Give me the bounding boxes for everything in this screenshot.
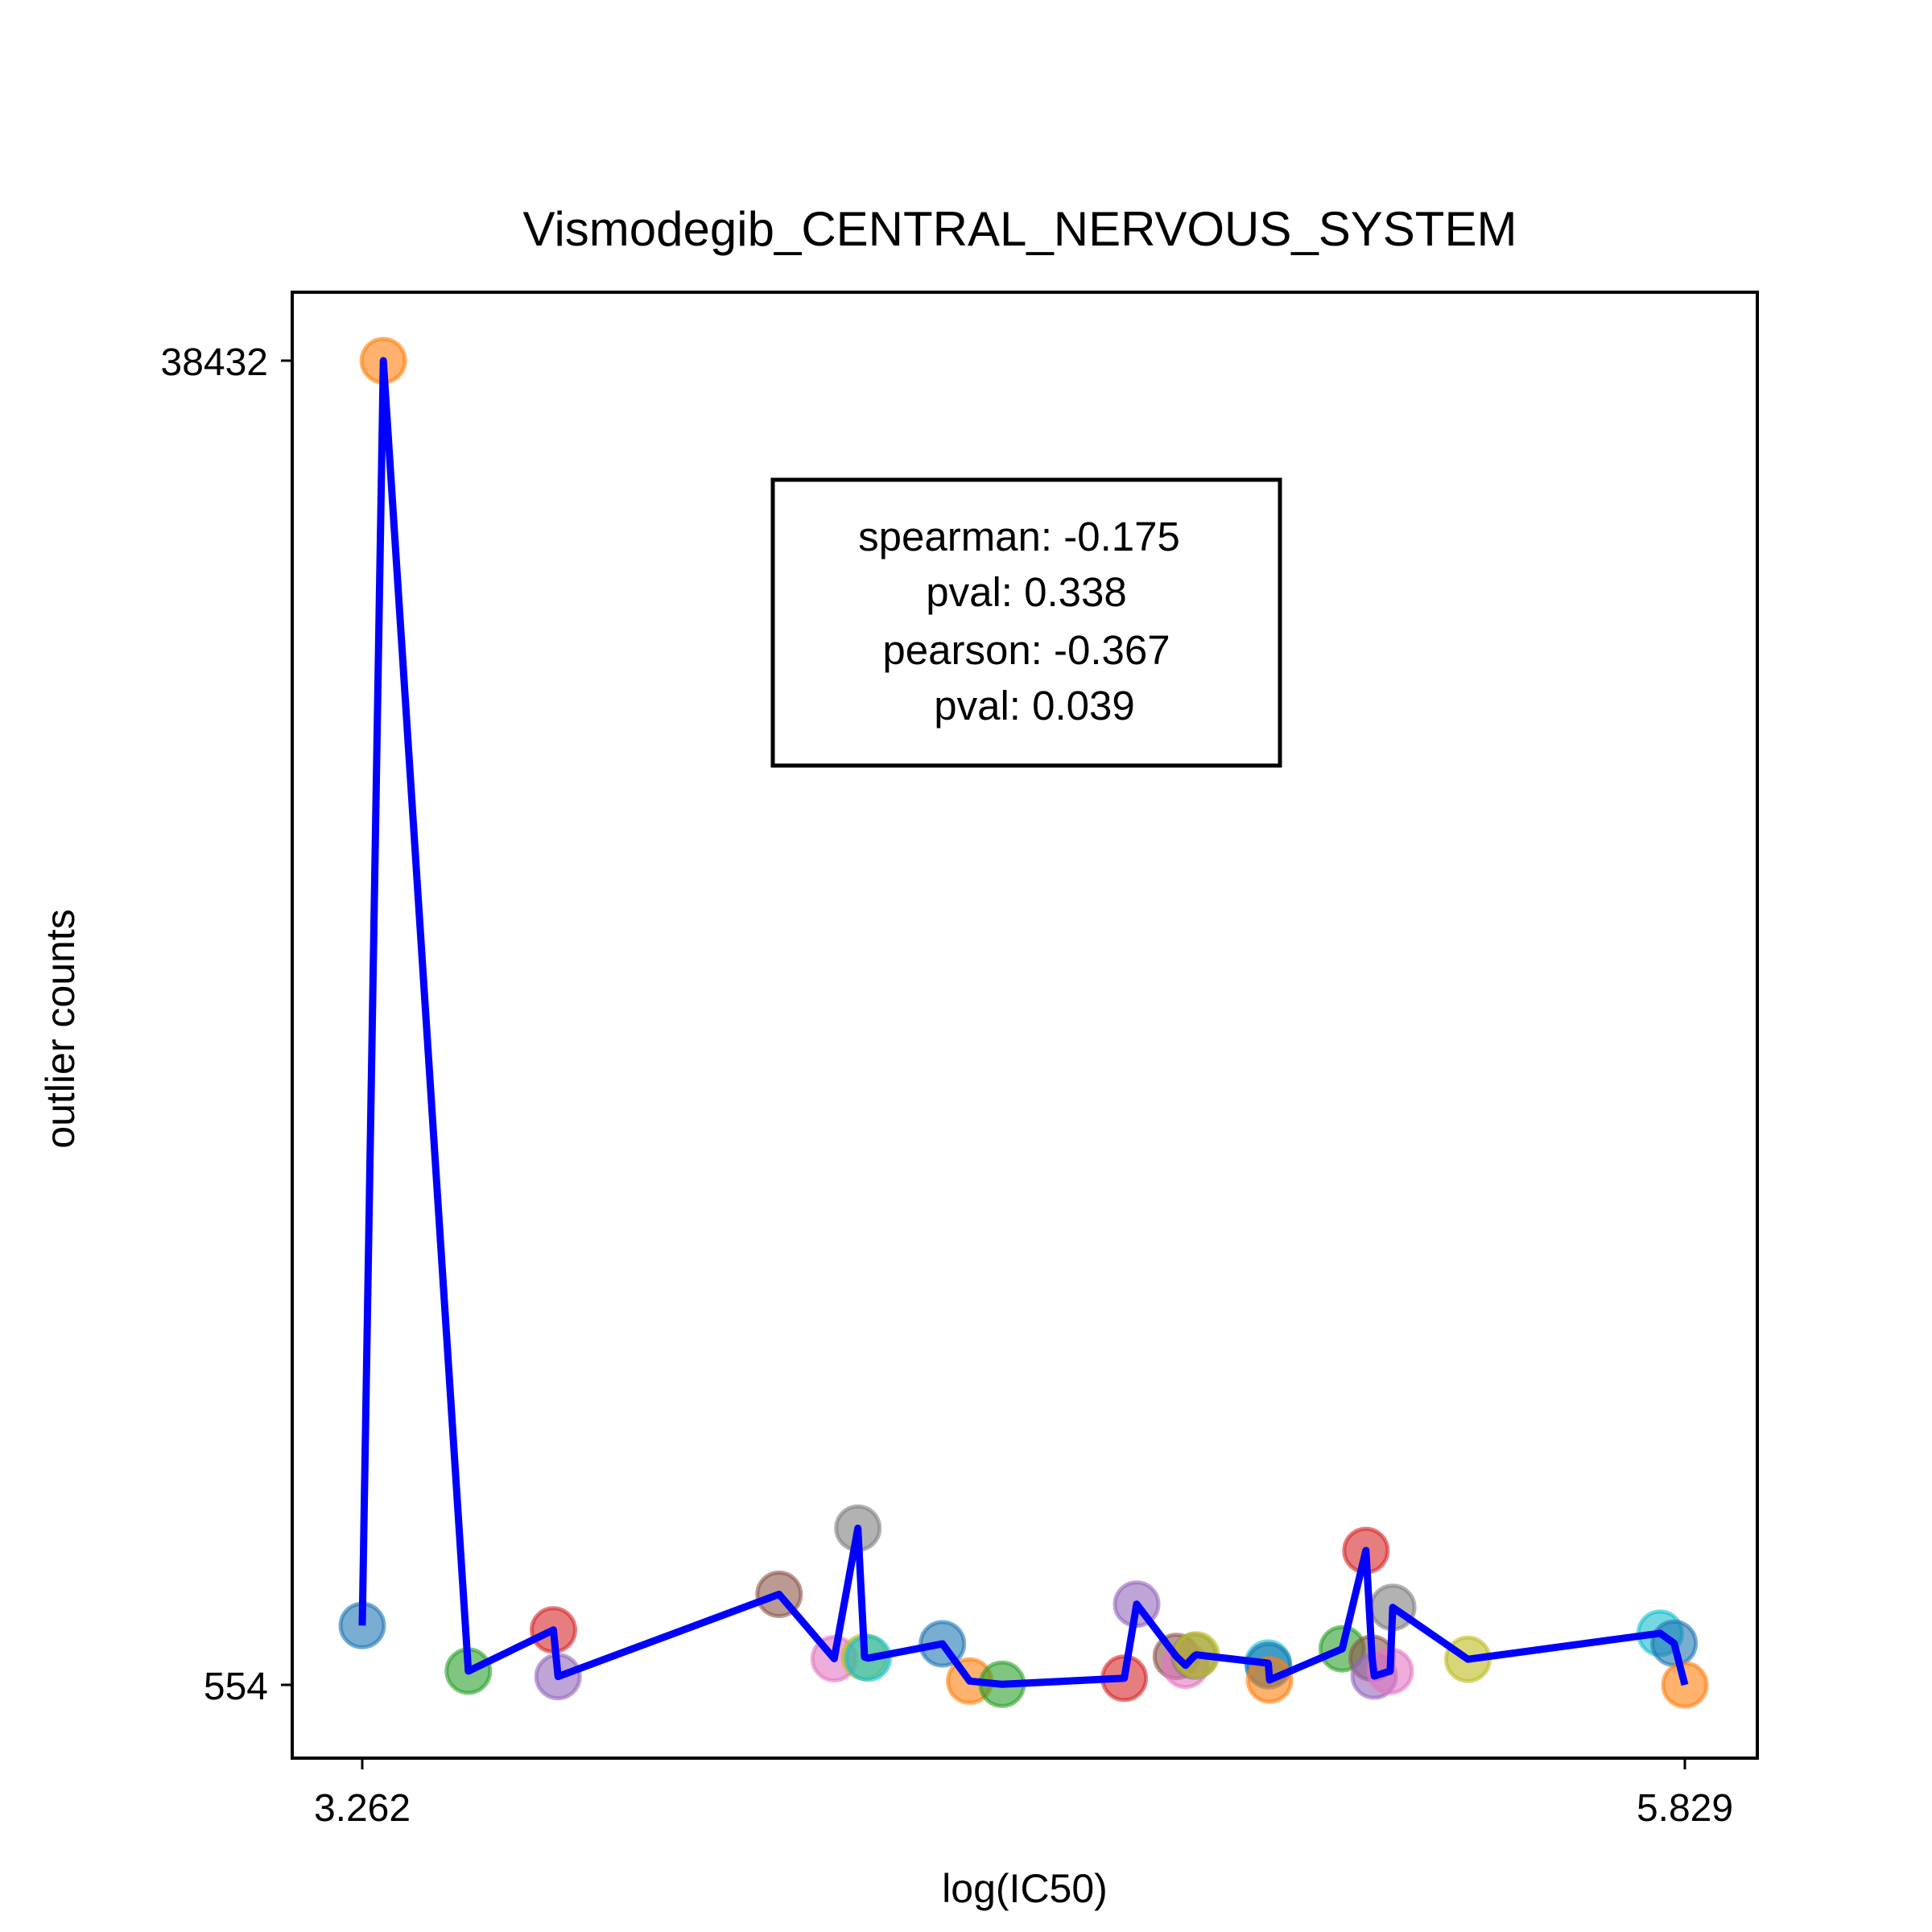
- y-tick-label-top: 38432: [161, 341, 268, 384]
- pearson-label: pearson: -0.367: [882, 627, 1170, 673]
- x-tick-label-left: 3.262: [314, 1787, 411, 1830]
- stats-box-frame: [770, 477, 1282, 768]
- x-axis-label: log(IC50): [942, 1866, 1108, 1911]
- y-tick-label-bottom: 554: [204, 1666, 268, 1708]
- pearson-pval-label: pval: 0.039: [934, 683, 1135, 729]
- connecting-line: [358, 357, 1689, 1688]
- stats-box: spearman: -0.175 pval: 0.338 pearson: -0…: [770, 477, 1282, 768]
- chart-title: Vismodegib_CENTRAL_NERVOUS_SYSTEM: [523, 202, 1517, 256]
- spearman-pval-label: pval: 0.338: [926, 569, 1127, 615]
- plot-frame: [291, 291, 1759, 1760]
- y-axis-label: outlier counts: [38, 909, 83, 1148]
- spearman-label: spearman: -0.175: [858, 514, 1180, 559]
- x-axis: 3.262 5.829 log(IC50): [314, 1758, 1733, 1911]
- y-axis: 38432 554 outlier counts: [38, 341, 292, 1708]
- x-tick-label-right: 5.829: [1637, 1787, 1733, 1830]
